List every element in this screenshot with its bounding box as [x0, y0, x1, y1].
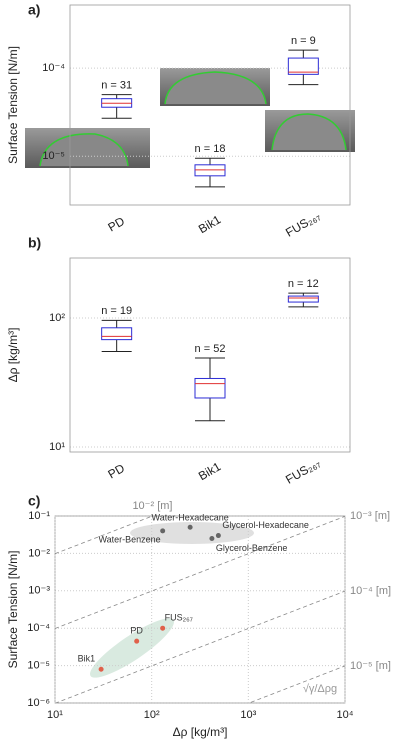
x-tick-label: 10² [144, 709, 160, 721]
y-tick-label: 10⁻³ [28, 585, 50, 597]
droplet [39, 133, 129, 167]
x-tick-label: FUS₂₆₇ [283, 456, 323, 487]
point [160, 625, 166, 631]
formula-label: √γ/Δρg [303, 683, 337, 695]
y-axis-label: Surface Tension [N/m] [6, 551, 20, 669]
x-tick-label: 10¹ [47, 709, 63, 721]
panel-label: b) [28, 235, 41, 251]
point [160, 528, 166, 534]
annotation: n = 31 [101, 80, 132, 92]
annotation: n = 9 [291, 35, 316, 47]
droplet [271, 113, 347, 151]
y-tick-label: 10⁻¹ [28, 510, 50, 522]
x-tick-label: FUS₂₆₇ [283, 209, 323, 240]
y-axis-label: Surface Tension [N/m] [6, 46, 20, 164]
y-tick-label: 10⁻⁶ [27, 697, 50, 709]
point [209, 536, 215, 542]
reference-label: 10⁻² [m] [132, 500, 172, 512]
reference-label: 10⁻³ [m] [350, 510, 390, 522]
y-tick-label: 10⁻⁵ [42, 150, 65, 162]
sample-region [90, 618, 174, 678]
y-tick-label: 10⁻⁵ [27, 660, 50, 672]
y-tick-label: 10⁻² [28, 547, 50, 559]
box [101, 327, 133, 341]
x-tick-label: 10³ [240, 709, 256, 721]
box [287, 295, 319, 303]
reference-line [248, 665, 345, 703]
reference-line [55, 516, 345, 629]
point [215, 533, 221, 539]
reference-label: 10⁻⁵ [m] [350, 660, 391, 672]
point [187, 524, 193, 530]
x-tick-label: PD [106, 461, 128, 482]
y-tick-label: 10⁻⁴ [42, 62, 65, 74]
point-label: Water-Benzene [98, 534, 160, 544]
x-tick-label: 10⁴ [337, 709, 354, 721]
reference-line [55, 516, 154, 555]
y-axis-label: Δρ [kg/m³] [6, 328, 20, 383]
box [287, 57, 319, 75]
x-tick-label: Bik1 [196, 459, 223, 483]
point [134, 638, 140, 644]
annotation: n = 52 [195, 343, 226, 355]
solvent-region [130, 522, 254, 544]
x-tick-label: PD [106, 214, 128, 235]
panel-label: a) [28, 2, 40, 18]
plot-frame [69, 4, 351, 206]
reference-line [55, 590, 345, 703]
point-label: Water-Hexadecane [152, 513, 229, 523]
annotation: n = 19 [101, 305, 132, 317]
y-tick-label: 10⁻⁴ [27, 622, 50, 634]
y-tick-label: 10² [49, 312, 65, 324]
y-tick-label: 10¹ [49, 441, 65, 453]
inset-images [25, 68, 355, 168]
annotation: n = 12 [288, 278, 319, 290]
point-label: FUS₂₆₇ [165, 613, 193, 623]
reference-lines [55, 516, 345, 703]
reference-label: 10⁻⁴ [m] [350, 585, 391, 597]
box [194, 377, 226, 399]
point-label: Glycerol-Benzene [216, 543, 288, 553]
point-label: PD [130, 626, 143, 636]
annotation: n = 18 [195, 143, 226, 155]
point-label: Bik1 [78, 654, 96, 664]
point [98, 666, 104, 672]
point-label: Glycerol-Hexadecane [222, 520, 309, 530]
x-axis-label: Δρ [kg/m³] [173, 725, 228, 739]
x-tick-label: Bik1 [196, 212, 223, 236]
panel-label: c) [28, 493, 40, 509]
droplet [164, 71, 267, 105]
plot-frame [69, 257, 351, 453]
